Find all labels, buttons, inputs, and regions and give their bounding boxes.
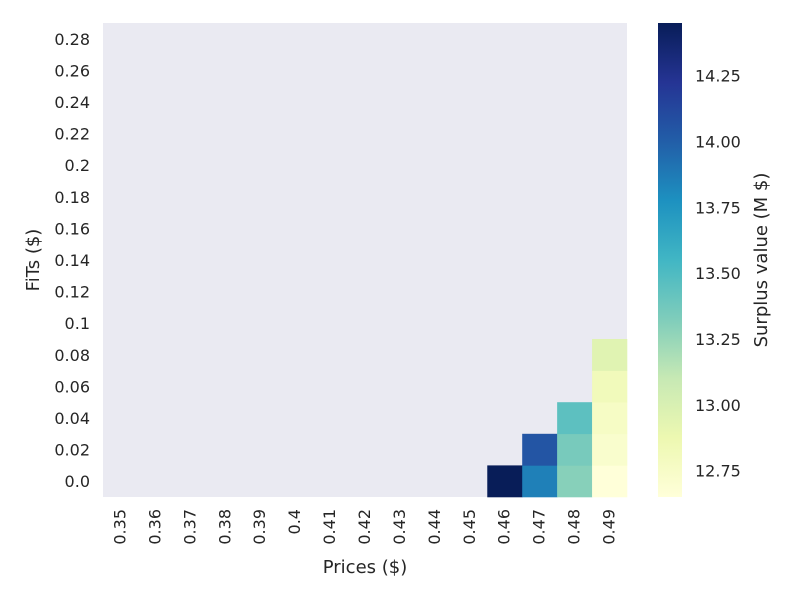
y-tick-label: 0.02 [54, 441, 90, 460]
x-tick-label: 0.48 [565, 509, 584, 545]
y-tick-labels: 0.0 0.02 0.04 0.06 0.08 0.1 0.12 0.14 0.16 0.18 0.… [54, 30, 90, 491]
heatmap-cell-4 [557, 433, 593, 466]
plot-background [103, 23, 627, 497]
heatmap-cell-2 [522, 433, 558, 466]
x-tick-label: 0.47 [530, 509, 549, 545]
y-axis-label: FiTs ($) [23, 229, 44, 292]
y-tick-label: 0.0 [65, 472, 90, 491]
y-tick-label: 0.14 [54, 251, 90, 270]
colorbar-label: Surplus value (M $) [751, 173, 772, 348]
colorbar-tick-label: 13.50 [695, 264, 741, 283]
colorbar-tick-label: 13.25 [695, 330, 741, 349]
colorbar-tick-label: 13.00 [695, 396, 741, 415]
x-axis-label: Prices ($) [323, 557, 408, 578]
x-tick-label: 0.45 [460, 509, 479, 545]
y-tick-label: 0.26 [54, 61, 90, 80]
y-tick-label: 0.1 [65, 314, 90, 333]
colorbar-tick-label: 14.25 [695, 67, 741, 86]
x-tick-label: 0.44 [425, 509, 444, 545]
colorbar-tick-label: 12.75 [695, 462, 741, 481]
x-tick-label: 0.35 [110, 509, 129, 545]
y-tick-label: 0.2 [65, 156, 90, 175]
y-tick-label: 0.28 [54, 30, 90, 49]
heatmap-cell-1 [522, 465, 558, 498]
y-tick-label: 0.06 [54, 377, 90, 396]
heatmap-cell-8 [592, 402, 628, 435]
heatmap-cell-5 [557, 402, 593, 435]
x-tick-label: 0.37 [180, 509, 199, 545]
y-tick-label: 0.22 [54, 125, 90, 144]
heatmap-cell-0 [487, 465, 523, 498]
x-tick-label: 0.4 [285, 509, 304, 534]
heatmap-cell-7 [592, 433, 628, 466]
x-tick-label: 0.36 [145, 509, 164, 545]
x-tick-label: 0.39 [250, 509, 269, 545]
colorbar-tick-label: 13.75 [695, 198, 741, 217]
y-tick-label: 0.04 [54, 409, 90, 428]
heatmap-cell-10 [592, 339, 628, 371]
heatmap-cell-3 [557, 465, 593, 498]
colorbar-tick-label: 14.00 [695, 133, 741, 152]
heatmap-cell-9 [592, 370, 628, 403]
y-tick-label: 0.08 [54, 346, 90, 365]
y-tick-label: 0.18 [54, 188, 90, 207]
x-tick-labels: 0.35 0.36 0.37 0.38 0.39 0.4 0.41 0.42 0.43 0.44 0… [110, 509, 618, 545]
y-tick-label: 0.24 [54, 93, 90, 112]
heatmap-cell-6 [592, 465, 628, 498]
x-tick-label: 0.46 [495, 509, 514, 545]
colorbar [658, 23, 682, 497]
heatmap-cells [487, 339, 628, 498]
x-tick-label: 0.38 [215, 509, 234, 545]
y-tick-label: 0.16 [54, 219, 90, 238]
x-tick-label: 0.49 [600, 509, 619, 545]
x-tick-label: 0.41 [320, 509, 339, 545]
x-tick-label: 0.43 [390, 509, 409, 545]
y-tick-label: 0.12 [54, 283, 90, 302]
colorbar-tick-labels: 12.75 13.00 13.25 13.50 13.75 14.00 14.25 [695, 67, 741, 481]
x-tick-label: 0.42 [355, 509, 374, 545]
